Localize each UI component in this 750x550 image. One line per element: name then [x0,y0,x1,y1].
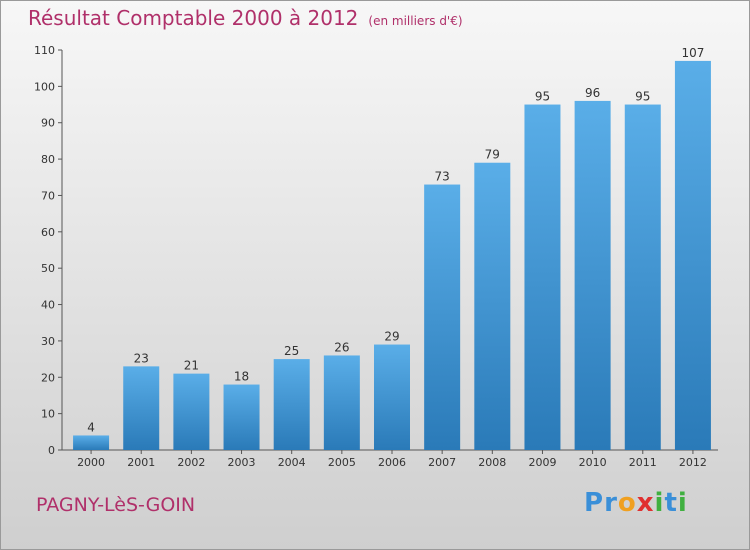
bar-2000 [73,435,110,450]
logo-letter: i [677,488,688,518]
data-label-2004: 25 [284,344,299,358]
chart-subtitle: (en milliers d'€) [368,14,463,28]
bar-2001 [123,366,160,450]
y-tick-label: 60 [41,226,55,239]
x-tick-label-2008: 2008 [478,456,506,469]
data-label-2008: 79 [485,148,500,162]
data-label-2007: 73 [435,170,450,184]
logo-letter: P [584,488,605,518]
proxiti-logo: Proxiti [584,488,688,518]
data-label-2006: 29 [384,330,399,344]
bar-2008 [474,162,511,450]
bar-2011 [624,104,661,450]
x-tick-label-2007: 2007 [428,456,456,469]
axes: 0 10 20 30 40 50 60 70 80 90 100 110 2000 2001 2002 200… [34,44,718,469]
logo-letter: x [636,488,655,518]
bar-2003 [223,384,260,450]
x-tick-label-2002: 2002 [177,456,205,469]
y-tick-label: 90 [41,117,55,130]
data-label-2003: 18 [234,370,249,384]
bar-2006 [374,344,410,450]
data-label-2011: 95 [635,90,650,104]
x-tick-label-2004: 2004 [278,456,306,469]
chart-title-block: Résultat Comptable 2000 à 2012 (en millie… [28,6,463,30]
x-tick-label-2003: 2003 [228,456,256,469]
bar-2009 [524,104,561,450]
bar-2004 [273,359,310,450]
bar-2012 [674,60,711,451]
bar-2005 [323,355,360,450]
data-label-2000: 4 [87,420,95,434]
y-tick-label: 0 [48,444,55,457]
x-tick-label-2005: 2005 [328,456,356,469]
y-tick-label: 70 [41,189,55,202]
data-label-2009: 95 [535,90,550,104]
bar-2007 [424,184,461,450]
logo-letter: o [617,488,637,518]
town-name: PAGNY-LèS-GOIN [36,494,196,516]
x-tick-label-2000: 2000 [77,456,105,469]
y-tick-label: 100 [34,80,55,93]
logo-letter: t [664,488,678,518]
y-tick-label: 110 [34,44,55,57]
data-label-2010: 96 [585,86,600,100]
data-label-2001: 23 [134,351,149,365]
bars: 4 23 21 18 25 26 29 73 79 95 96 95 107 [73,46,711,451]
y-tick-label: 80 [41,153,55,166]
data-label-2012: 107 [681,46,704,60]
logo-letter: r [604,488,618,518]
y-tick-label: 10 [41,408,55,421]
x-tick-label-2010: 2010 [579,456,607,469]
y-tick-label: 30 [41,335,55,348]
bar-2002 [173,373,210,450]
x-tick-label-2001: 2001 [127,456,155,469]
chart-title: Résultat Comptable 2000 à 2012 [28,6,359,30]
data-label-2005: 26 [334,340,349,354]
x-tick-label-2006: 2006 [378,456,406,469]
y-tick-label: 40 [41,299,55,312]
y-tick-label: 20 [41,371,55,384]
x-tick-label-2012: 2012 [679,456,707,469]
data-label-2002: 21 [184,359,199,373]
x-tick-label-2009: 2009 [528,456,556,469]
bar-2010 [574,100,611,450]
x-tick-label-2011: 2011 [629,456,657,469]
logo-letter: i [654,488,665,518]
y-tick-label: 50 [41,262,55,275]
